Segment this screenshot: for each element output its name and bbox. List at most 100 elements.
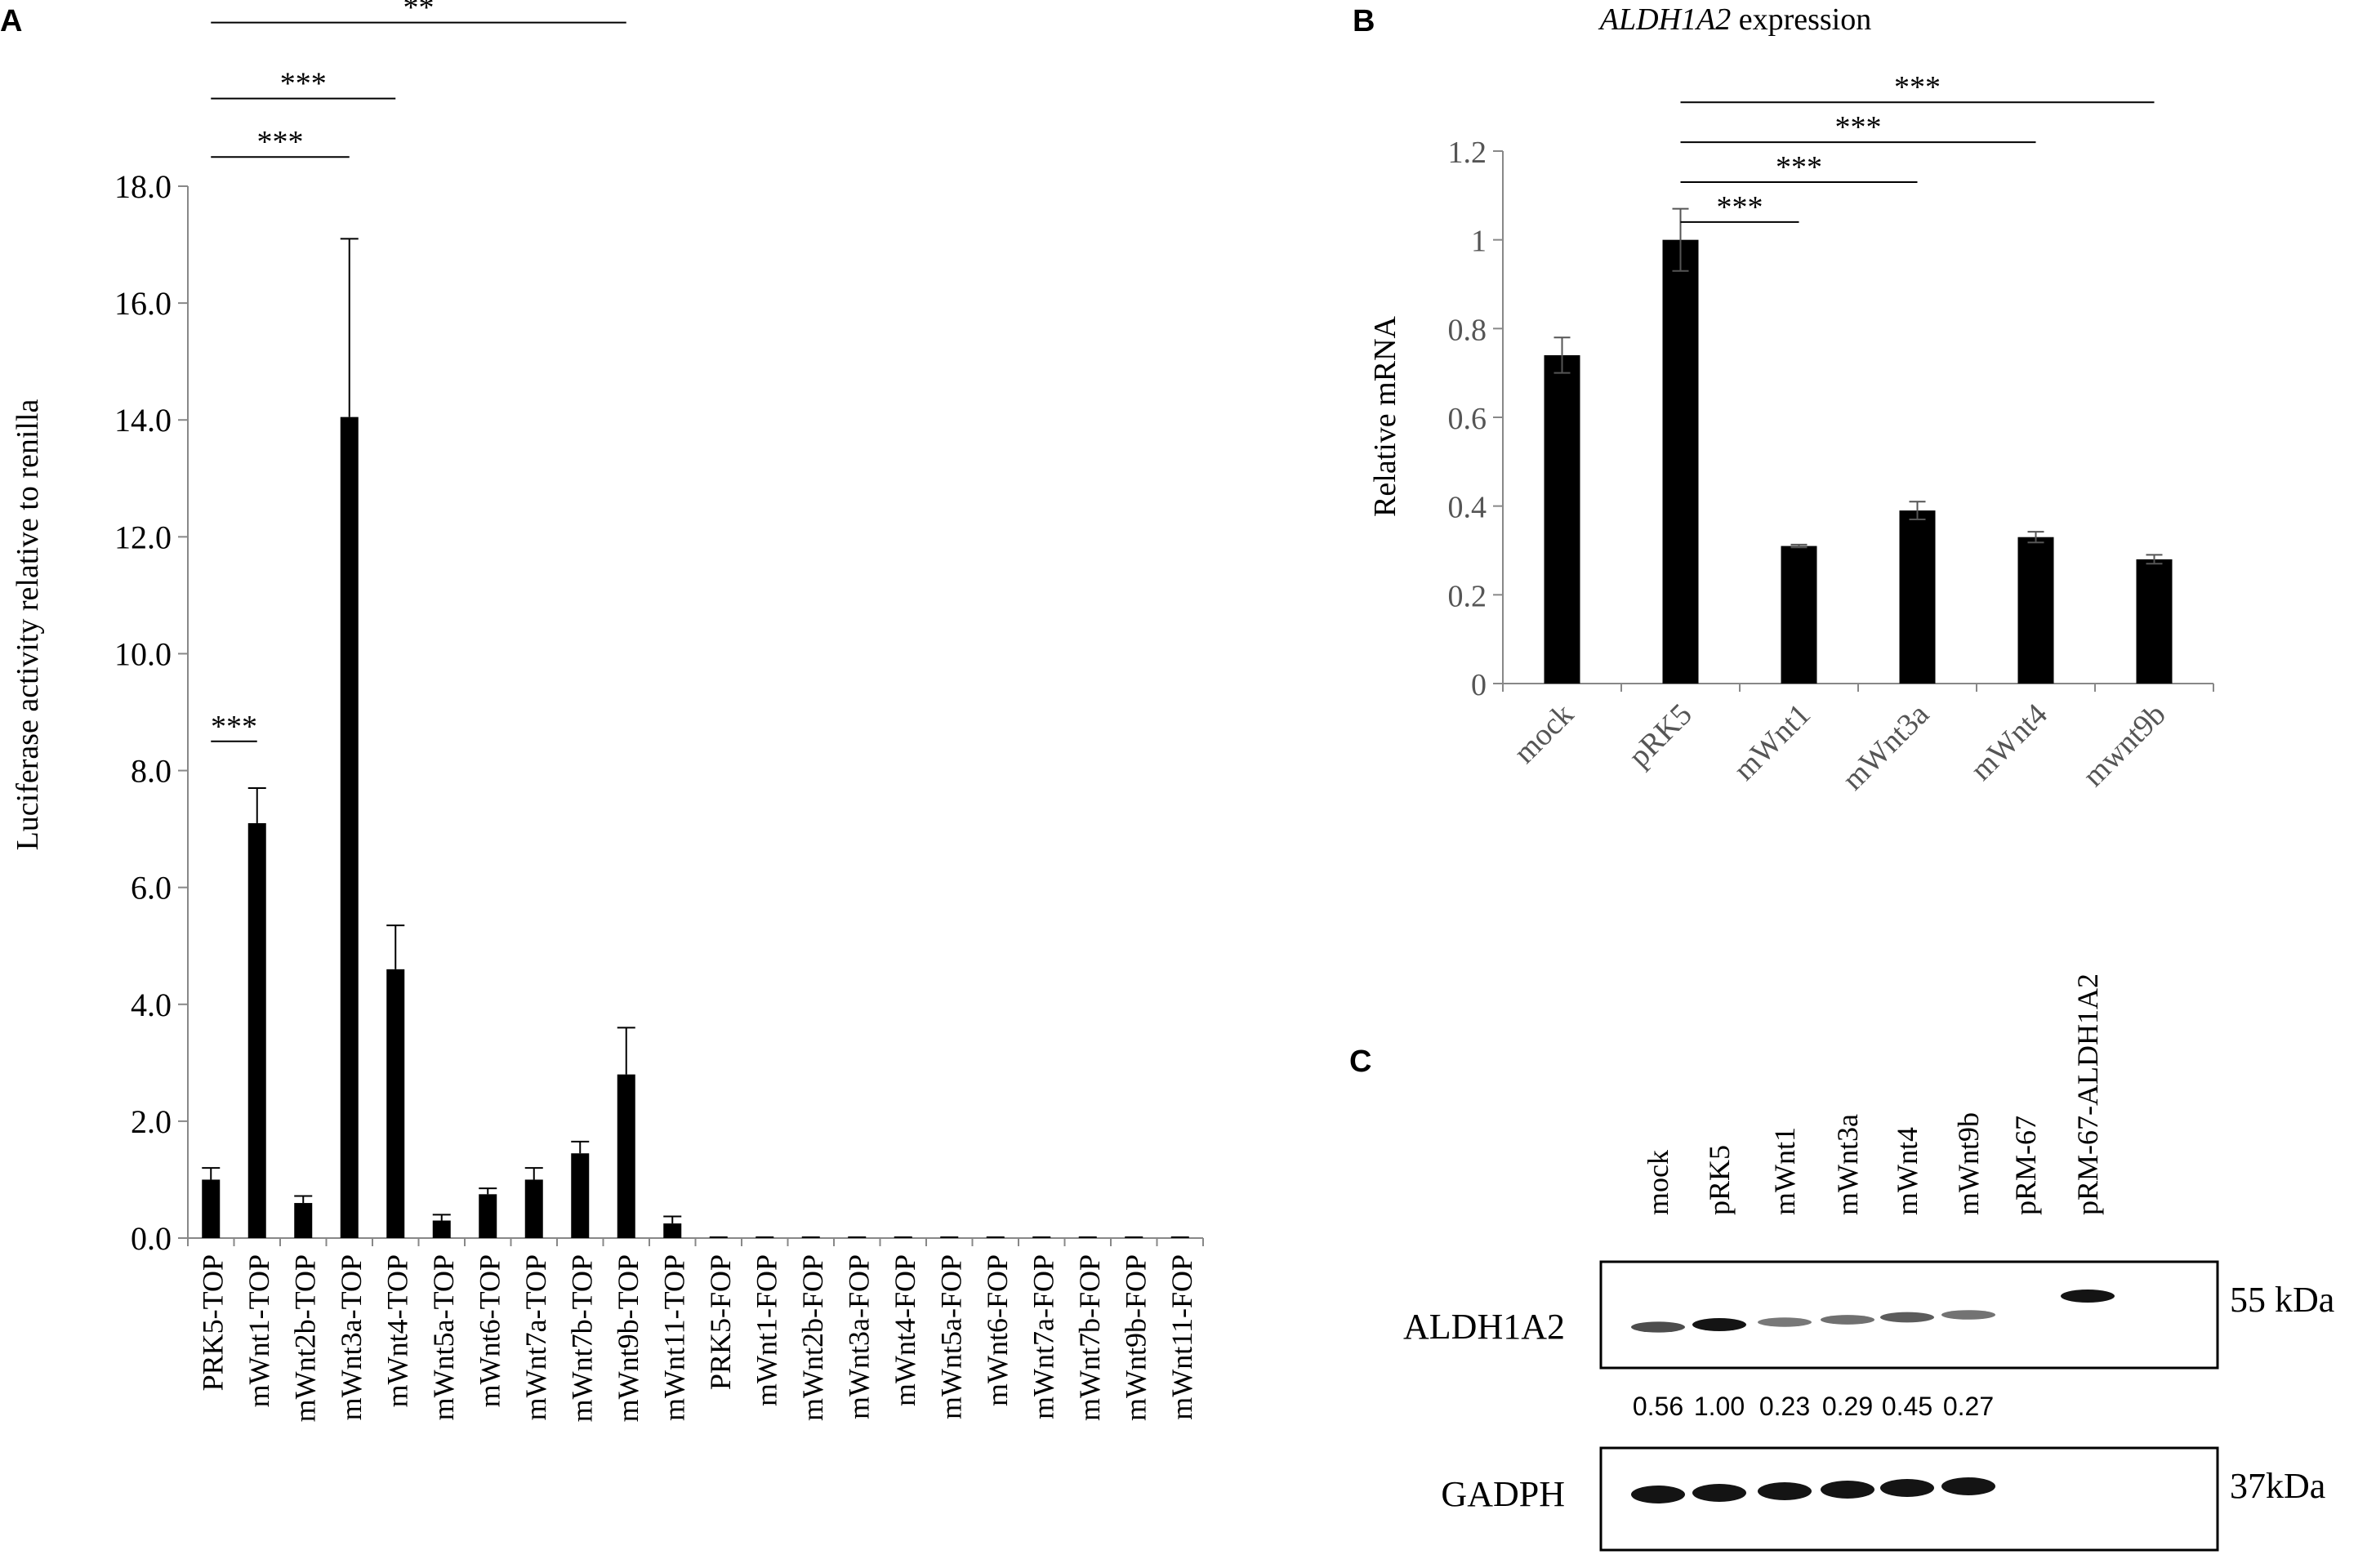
blot-band <box>1821 1315 1874 1325</box>
blot-band <box>1631 1486 1685 1503</box>
x-category-label: PRK5-FOP <box>704 1254 737 1390</box>
blot-protein-label: GADPH <box>1441 1474 1565 1514</box>
y-tick-label: 12.0 <box>114 519 172 555</box>
significance-label: *** <box>1717 190 1763 225</box>
panel-c-label: C <box>1349 1045 1371 1079</box>
lane-label: pRK5 <box>1703 1145 1736 1215</box>
lane-label: pRM-67-ALDH1A2 <box>2071 973 2104 1215</box>
y-tick-label: 2.0 <box>131 1103 172 1140</box>
x-category-label: mWnt4 <box>1964 697 2054 787</box>
x-category-label: mWnt1-FOP <box>750 1254 782 1406</box>
y-tick-label: 18.0 <box>114 168 172 205</box>
bar-PRK5-TOP <box>202 1179 221 1238</box>
x-category-label: mWnt1-TOP <box>243 1254 275 1407</box>
y-tick-label: 0.2 <box>1448 579 1487 613</box>
x-category-label: mWnt1 <box>1727 697 1817 787</box>
y-tick-label: 0 <box>1471 668 1487 702</box>
x-category-label: PRK5-TOP <box>196 1254 229 1391</box>
panel-b: B ALDH1A2 expression Relative mRNA 00.20… <box>1353 2 2214 797</box>
blot-size-label: 55 kDa <box>2230 1280 2334 1320</box>
x-category-label: mWnt11-FOP <box>1166 1254 1198 1420</box>
panel-b-title: ALDH1A2 expression <box>1598 2 1871 37</box>
x-category-label: mWnt7a-TOP <box>519 1254 552 1420</box>
bar-mWnt3a-TOP <box>340 416 359 1239</box>
bar-mWnt5a-TOP <box>432 1220 451 1238</box>
y-tick-label: 10.0 <box>114 635 172 672</box>
y-tick-label: 0.0 <box>131 1220 172 1257</box>
x-category-label: mWnt7b-FOP <box>1073 1254 1106 1421</box>
x-category-label: mWnt4-FOP <box>889 1254 921 1406</box>
blot-frame <box>1599 1446 2219 1552</box>
bar-mWnt9b-FOP <box>1125 1236 1143 1238</box>
y-tick-label: 16.0 <box>114 285 172 322</box>
band-quantification: 0.23 <box>1759 1392 1810 1421</box>
significance-label: *** <box>280 67 327 101</box>
lane-label: pRM-67 <box>2009 1116 2042 1215</box>
panel-b-title-gene: ALDH1A2 <box>1598 2 1731 37</box>
bar-mwnt9b <box>2136 559 2173 684</box>
x-category-label: pRK5 <box>1622 697 1699 774</box>
x-category-label: mWnt7a-FOP <box>1027 1254 1059 1419</box>
x-category-label: mock <box>1507 697 1580 770</box>
blot-protein-label: ALDH1A2 <box>1403 1307 1565 1347</box>
bar-mWnt1 <box>1781 546 1817 684</box>
x-category-label: mWnt11-TOP <box>658 1254 690 1421</box>
x-category-label: mWnt9b-FOP <box>1119 1254 1152 1421</box>
blot-band <box>1758 1317 1812 1327</box>
bar-mWnt3a-FOP <box>848 1236 867 1238</box>
blot-band <box>1758 1482 1812 1500</box>
bar-mWnt11-TOP <box>663 1223 682 1238</box>
bar-mWnt1-TOP <box>247 822 266 1238</box>
bar-mWnt6-FOP <box>986 1236 1005 1238</box>
lane-label: mock <box>1642 1150 1674 1215</box>
panel-a-label: A <box>0 4 22 38</box>
significance-label: *** <box>1894 70 1941 105</box>
band-quantification: 0.45 <box>1882 1392 1932 1421</box>
y-tick-label: 1 <box>1471 225 1487 259</box>
bar-pRK5 <box>1662 239 1699 684</box>
bar-mWnt4-FOP <box>894 1236 912 1238</box>
lane-label: mWnt9b <box>1952 1112 1985 1215</box>
bar-mWnt4-TOP <box>386 969 405 1238</box>
panel-a: A Luciferase activity relative to renill… <box>0 0 1204 1422</box>
panel-c-western-blot: mock pRK5 mWnt1 mWnt3a mWnt4 mWnt9b pRM-67 pRM-… <box>1403 973 2334 1552</box>
band-quantification: 1.00 <box>1694 1392 1745 1421</box>
panel-b-plot-area: 0 0.2 0.4 0.6 0.8 1 1.2 mock pRK5 mWnt1 mWnt3a mWnt… <box>1448 70 2214 797</box>
y-tick-label: 1.2 <box>1448 136 1487 170</box>
band-quantification: 0.29 <box>1822 1392 1873 1421</box>
x-category-label: mWnt6-FOP <box>981 1254 1014 1406</box>
y-tick-label: 8.0 <box>131 753 172 790</box>
x-category-label: mWnt4-TOP <box>381 1254 413 1407</box>
bar-PRK5-FOP <box>709 1236 728 1238</box>
band-quantification: 0.56 <box>1633 1392 1683 1421</box>
x-category-label: mWnt7b-TOP <box>565 1254 598 1422</box>
bar-mWnt3a <box>1899 510 1936 684</box>
blot-size-label: 37kDa <box>2230 1466 2325 1506</box>
bar-mWnt1-FOP <box>756 1236 774 1238</box>
blot-band <box>1880 1479 1934 1497</box>
band-quantification: 0.27 <box>1943 1392 1994 1421</box>
panel-a-y-axis-label: Luciferase activity relative to renilla <box>11 399 45 850</box>
blot-band <box>1631 1321 1685 1333</box>
y-tick-label: 0.8 <box>1448 313 1487 347</box>
lane-label: mWnt3a <box>1831 1114 1864 1215</box>
bar-mWnt4 <box>2017 537 2054 684</box>
y-tick-label: 6.0 <box>131 870 172 906</box>
panel-c: C mock pRK5 mWnt1 mWnt3a mWnt4 mWnt9b pRM-67 pR… <box>1349 973 2334 1552</box>
y-tick-label: 0.4 <box>1448 491 1487 525</box>
significance-label: *** <box>257 125 304 159</box>
blot-band <box>1821 1481 1874 1499</box>
panel-b-label: B <box>1353 4 1375 38</box>
blot-band <box>1692 1484 1746 1502</box>
bar-mWnt7b-TOP <box>571 1153 590 1238</box>
significance-label: *** <box>1835 110 1882 145</box>
bar-mWnt7b-FOP <box>1078 1236 1097 1238</box>
blot-band <box>1941 1310 1995 1320</box>
x-category-label: mWnt3a-TOP <box>335 1254 368 1420</box>
y-tick-label: 0.6 <box>1448 402 1487 436</box>
bar-mWnt7a-FOP <box>1032 1236 1051 1238</box>
x-category-label: mWnt2b-TOP <box>288 1254 321 1422</box>
blot-band <box>2061 1290 2115 1303</box>
blot-band <box>1880 1312 1934 1323</box>
